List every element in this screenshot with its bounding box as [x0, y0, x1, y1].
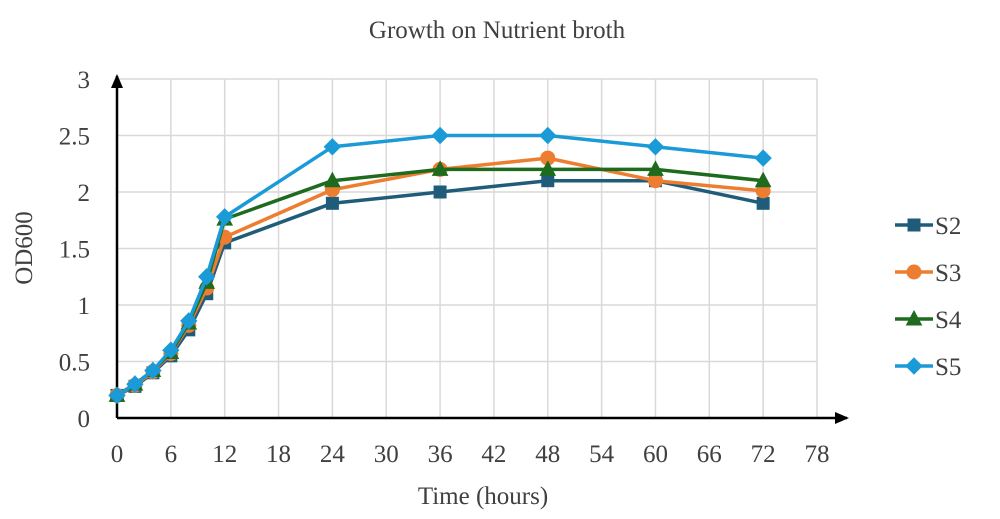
- legend-item-s2: S2: [895, 213, 961, 240]
- y-tick-label: 3: [78, 67, 91, 94]
- data-point-s5: [180, 312, 198, 330]
- legend-label-s4: S4: [935, 307, 962, 334]
- data-point-s5: [431, 126, 449, 145]
- data-point-s5: [754, 149, 772, 167]
- data-point-s5: [646, 138, 665, 156]
- data-point-s2: [325, 196, 339, 210]
- x-tick-label: 54: [589, 441, 615, 468]
- data-point-s5: [126, 375, 144, 393]
- tick-labels: 00.511.522.530 6 12 18 24 30 36 42 48 54 60 66 72 78: [59, 67, 830, 468]
- x-tick-label: 18: [266, 441, 291, 468]
- axes: [111, 74, 849, 424]
- x-tick-label: 30: [374, 441, 399, 468]
- x-tick-label: 6: [165, 441, 178, 468]
- y-tick-label: 1: [78, 293, 91, 320]
- x-axis-label: Time (hours): [418, 483, 548, 510]
- x-tick-label: 48: [535, 441, 560, 468]
- data-point-s2: [756, 196, 770, 210]
- data-point-s4: [324, 171, 341, 188]
- y-tick-label: 2: [78, 180, 91, 207]
- data-point-s5: [323, 138, 342, 156]
- data-series: [108, 126, 772, 405]
- legend-label-s2: S2: [935, 213, 961, 240]
- series-s5: [108, 126, 772, 405]
- chart-title: Growth on Nutrient broth: [369, 17, 626, 44]
- x-tick-label: 24: [320, 441, 346, 468]
- legend-marker-s2: [907, 218, 921, 232]
- data-point-s4: [539, 160, 557, 176]
- data-point-s2: [433, 185, 447, 199]
- x-tick-label: 60: [643, 441, 668, 468]
- data-point-s5: [108, 386, 126, 405]
- data-point-s5: [198, 268, 216, 286]
- data-point-s2: [541, 174, 555, 188]
- x-tick-label: 78: [805, 441, 830, 468]
- y-axis-label: OD600: [11, 211, 38, 285]
- legend-marker-s4: [905, 309, 923, 326]
- legend-item-s4: S4: [895, 307, 962, 334]
- data-point-s5: [162, 341, 180, 359]
- y-tick-label: 0: [78, 406, 91, 433]
- legend-marker-s3: [906, 264, 922, 280]
- legend: S2 S3 S4 S5: [895, 213, 962, 381]
- x-tick-label: 72: [751, 441, 776, 468]
- y-tick-label: 1.5: [59, 237, 90, 264]
- legend-item-s3: S3: [895, 260, 961, 287]
- data-point-s5: [215, 208, 234, 226]
- legend-marker-s5: [905, 357, 923, 375]
- data-point-s5: [144, 361, 162, 380]
- data-point-s4: [647, 160, 664, 176]
- x-tick-label: 42: [481, 441, 506, 468]
- legend-item-s5: S5: [895, 354, 961, 381]
- x-tick-label: 12: [212, 441, 237, 468]
- x-tick-label: 0: [111, 441, 124, 468]
- x-tick-label: 66: [697, 441, 722, 468]
- y-tick-label: 0.5: [59, 350, 90, 377]
- legend-label-s5: S5: [935, 354, 961, 381]
- legend-label-s3: S3: [935, 260, 961, 287]
- y-tick-label: 2.5: [59, 124, 90, 151]
- data-point-s5: [539, 126, 557, 145]
- data-point-s4: [754, 171, 772, 188]
- data-point-s4: [431, 160, 449, 176]
- x-tick-label: 36: [428, 441, 453, 468]
